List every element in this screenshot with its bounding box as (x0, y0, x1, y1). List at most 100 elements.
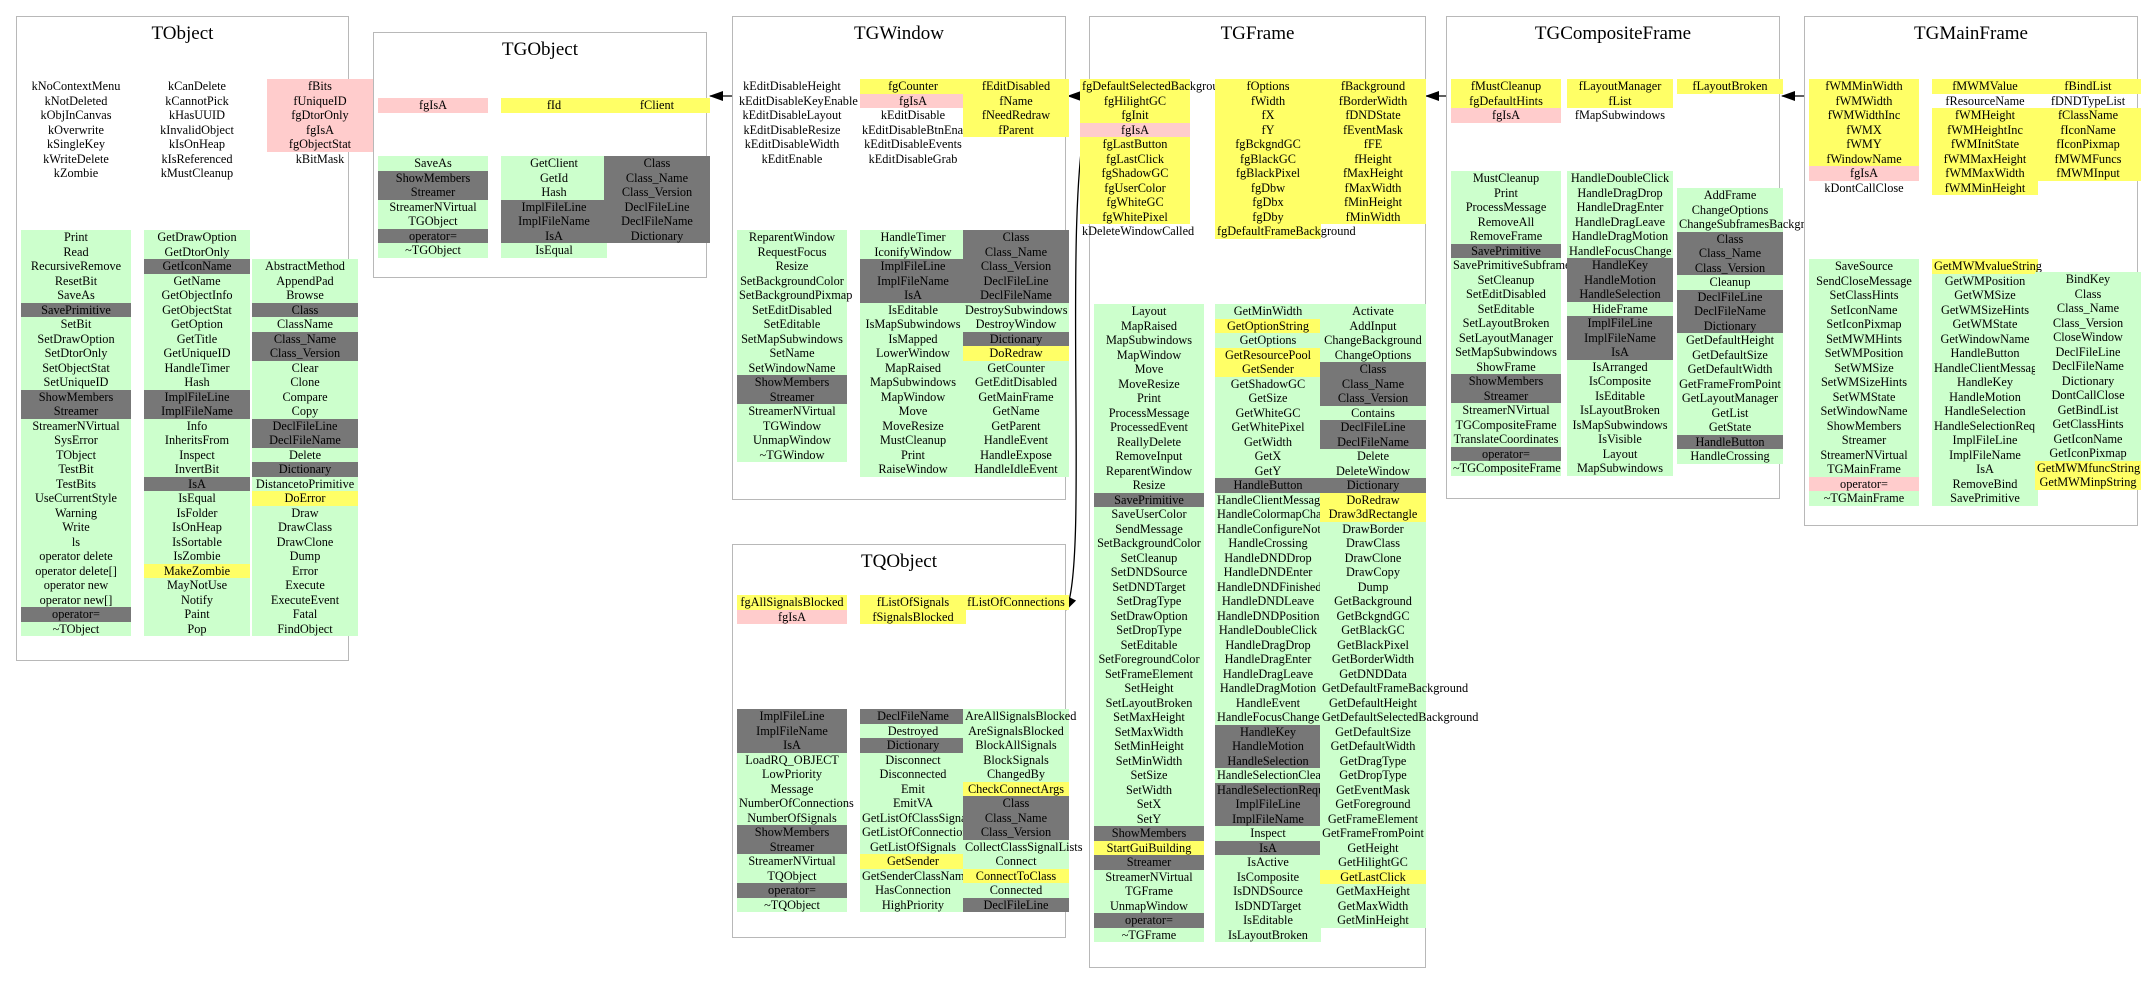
member-item: fBindList (2035, 79, 2141, 94)
member-item: kEditDisableLayout (742, 108, 842, 122)
member-item: ResetBit (21, 273, 131, 288)
member-item: HideFrame (1567, 301, 1673, 316)
member-item: Disconnected (860, 767, 966, 782)
member-item: DoError (252, 491, 358, 506)
member-item: HandleDragLeave (1567, 214, 1673, 229)
member-item: GetY (1215, 463, 1321, 478)
member-item: fNeedRedraw (963, 108, 1069, 123)
member-item: Class (963, 230, 1069, 245)
member-item: MoveResize (860, 418, 966, 433)
member-item: DeclFileName (963, 288, 1069, 303)
member-item: StreamerNVirtual (378, 199, 488, 214)
member-item: fgDbw (1215, 180, 1321, 195)
member-item: MustCleanup (1451, 171, 1561, 186)
member-item: kSingleKey (46, 137, 106, 151)
member-item: fY (1215, 122, 1321, 137)
member-item: Hash (144, 375, 250, 390)
member-item: SetEditDisabled (737, 302, 847, 317)
member-item: Class (604, 156, 710, 171)
member-item: Streamer (21, 404, 131, 419)
member-item: GetDefaultSize (1677, 347, 1783, 362)
member-item: StreamerNVirtual (1094, 869, 1204, 884)
member-item: kDeleteWindowCalled (1082, 224, 1195, 238)
member-item: ExecuteEvent (252, 592, 358, 607)
member-item: SaveAs (21, 288, 131, 303)
member-item: kMustCleanup (160, 166, 234, 180)
member-column: kEditDisableHeight kEditDisableKeyEnable k… (737, 79, 858, 166)
member-item: Destroyed (860, 723, 966, 738)
member-item: HandleDoubleClick (1567, 171, 1673, 186)
member-item: HandleIdleEvent (963, 462, 1069, 477)
member-item: ~TGMainFrame (1809, 491, 1919, 506)
member-item: SetDNDSource (1094, 565, 1204, 580)
member-item: Class_Name (1320, 376, 1426, 391)
member-item: GetMaxWidth (1320, 898, 1426, 913)
member-item: DeclFileName (1320, 434, 1426, 449)
member-item: Browse (252, 288, 358, 303)
member-column: ReparentWindow RequestFocus Resize SetBackg… (737, 230, 852, 462)
member-item: GetMWMvalueString (1932, 259, 2042, 274)
member-item: ConnectToClass (963, 868, 1069, 883)
member-item: AddInput (1320, 318, 1426, 333)
member-item: SetName (737, 346, 847, 361)
member-item: Print (21, 230, 131, 245)
member-item: Class (252, 302, 358, 317)
member-item: ImplFileLine (860, 259, 966, 274)
member-column: Class Class_Name Class_Version DeclFileLine… (963, 230, 1069, 477)
member-item: Move (860, 404, 966, 419)
member-item: ChangeOptions (1320, 347, 1426, 362)
class-title: TGFrame (1220, 23, 1295, 44)
member-item: DeclFileLine (1677, 289, 1783, 304)
member-item: SetSize (1094, 768, 1204, 783)
member-item: ShowFrame (1451, 359, 1561, 374)
member-item: kEditDisableKeyEnable (739, 93, 858, 108)
member-column: SaveSource SendCloseMessage SetClassHints S… (1809, 259, 1919, 506)
member-item: GetSender (1215, 362, 1321, 377)
member-item: Class_Name (2035, 301, 2141, 316)
member-item: ProcessedEvent (1094, 420, 1204, 435)
member-item: DeclFileName (252, 433, 358, 448)
member-item: DrawClone (1320, 550, 1426, 565)
member-item: SetCleanup (1451, 272, 1561, 287)
member-item: TGCompositeFrame (1451, 417, 1561, 432)
member-item: GetName (144, 273, 250, 288)
member-item: SetWMPosition (1809, 346, 1919, 361)
member-item: GetWMState (1932, 317, 2038, 332)
member-item: GetMinHeight (1320, 913, 1426, 928)
member-item: Dump (252, 549, 358, 564)
member-item: Paint (144, 607, 250, 622)
member-item: SetMapSubwindows (737, 331, 847, 346)
member-item: UnmapWindow (737, 433, 847, 448)
member-item: DeclFileLine (604, 199, 710, 214)
member-item: Disconnect (860, 752, 966, 767)
member-item: fUniqueID (267, 93, 373, 108)
member-item: ImplFileName (144, 404, 250, 419)
member-item: MayNotUse (144, 578, 250, 593)
member-item: SavePrimitive (21, 302, 131, 317)
member-item: HandleCrossing (1215, 536, 1321, 551)
member-column: AreAllSignalsBlocked AreSignalsBlocked Blo… (963, 709, 1083, 912)
member-column: fEditDisabled fName fNeedRedraw fParent (963, 79, 1069, 137)
member-item: IsA (1567, 345, 1673, 360)
member-item: DistancetoPrimitive (252, 476, 358, 491)
member-item: Delete (252, 447, 358, 462)
member-column: fgDefaultSelectedBackground fgHilightGC fg… (1080, 79, 1231, 239)
member-item: ImplFileLine (144, 389, 250, 404)
member-item: SetLayoutManager (1451, 330, 1561, 345)
member-item: AbstractMethod (252, 259, 358, 274)
member-item: fWMWidth (1809, 93, 1919, 108)
member-item: fgInit (1080, 108, 1190, 123)
member-item: Draw3dRectangle (1320, 507, 1426, 522)
member-item: TGWindow (737, 418, 847, 433)
member-item: DrawClass (252, 520, 358, 535)
member-item: GetFrameFromPoint (1677, 376, 1783, 391)
member-item: HandleSelection (1215, 753, 1321, 768)
member-item: RaiseWindow (860, 462, 966, 477)
member-item: HandleSelectionRequest (1932, 418, 2055, 433)
member-item: IsFolder (144, 505, 250, 520)
member-item: HandleMotion (1215, 739, 1321, 754)
member-item: Class (1320, 362, 1426, 377)
member-item: kEditDisableGrab (868, 151, 958, 166)
member-item: fMaxWidth (1320, 180, 1426, 195)
member-item: StreamerNVirtual (21, 418, 131, 433)
